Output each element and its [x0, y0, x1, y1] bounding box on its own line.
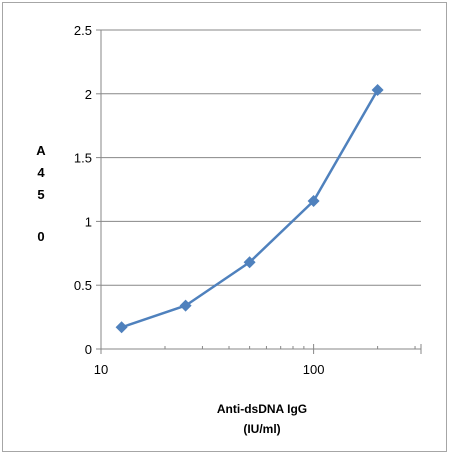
- y-axis-label-char-2: 4: [37, 165, 45, 180]
- data-point: [243, 256, 256, 269]
- x-tick-label: 10: [94, 362, 108, 377]
- y-axis-label-char-1: A: [36, 143, 46, 158]
- y-tick-label: 1: [85, 214, 92, 229]
- y-axis-label-char-4: 0: [37, 229, 44, 244]
- x-axis-title-line-2: (IU/ml): [243, 422, 280, 436]
- chart-frame: [2, 2, 447, 452]
- x-tick-label: 100: [303, 362, 325, 377]
- y-axis-label-char-3: 5: [37, 187, 44, 202]
- y-tick-label: 0: [85, 342, 92, 357]
- data-point: [115, 321, 128, 334]
- y-tick-label: 0.5: [74, 278, 92, 293]
- data-point: [371, 83, 384, 96]
- y-tick-label: 1.5: [74, 151, 92, 166]
- x-axis-title-line-1: Anti-dsDNA IgG: [217, 402, 307, 416]
- data-point: [179, 299, 192, 312]
- series-line: [121, 89, 379, 329]
- data-point: [307, 194, 320, 207]
- y-tick-label: 2: [85, 87, 92, 102]
- y-tick-label: 2.5: [74, 23, 92, 38]
